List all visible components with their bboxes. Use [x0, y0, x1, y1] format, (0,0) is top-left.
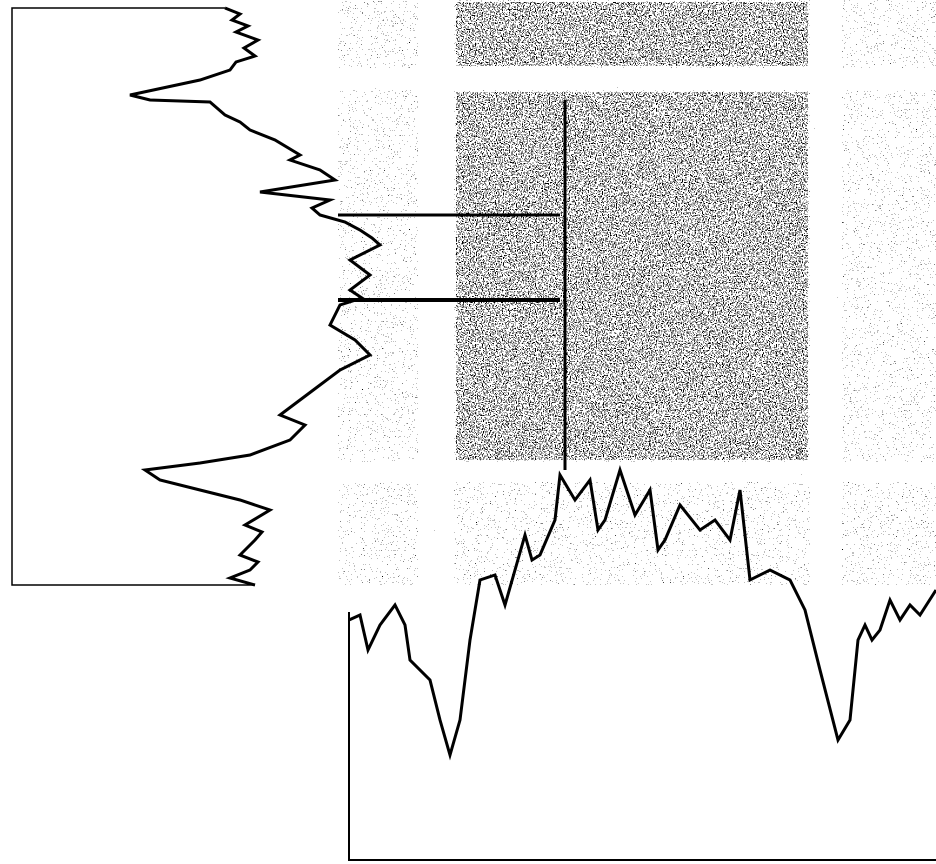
light-band-noise — [338, 462, 936, 482]
dense-region — [456, 2, 808, 66]
left-profile — [11, 6, 383, 587]
profile-frame — [11, 7, 255, 586]
light-band-noise — [338, 68, 936, 90]
light-band-noise — [810, 0, 842, 585]
profile-curve — [129, 6, 383, 587]
profile-frame — [348, 612, 936, 861]
bottom-profile — [348, 465, 936, 861]
light-band-noise — [418, 0, 454, 585]
dense-region — [456, 92, 808, 460]
noise-image — [338, 0, 936, 585]
profile-curve — [348, 465, 936, 761]
